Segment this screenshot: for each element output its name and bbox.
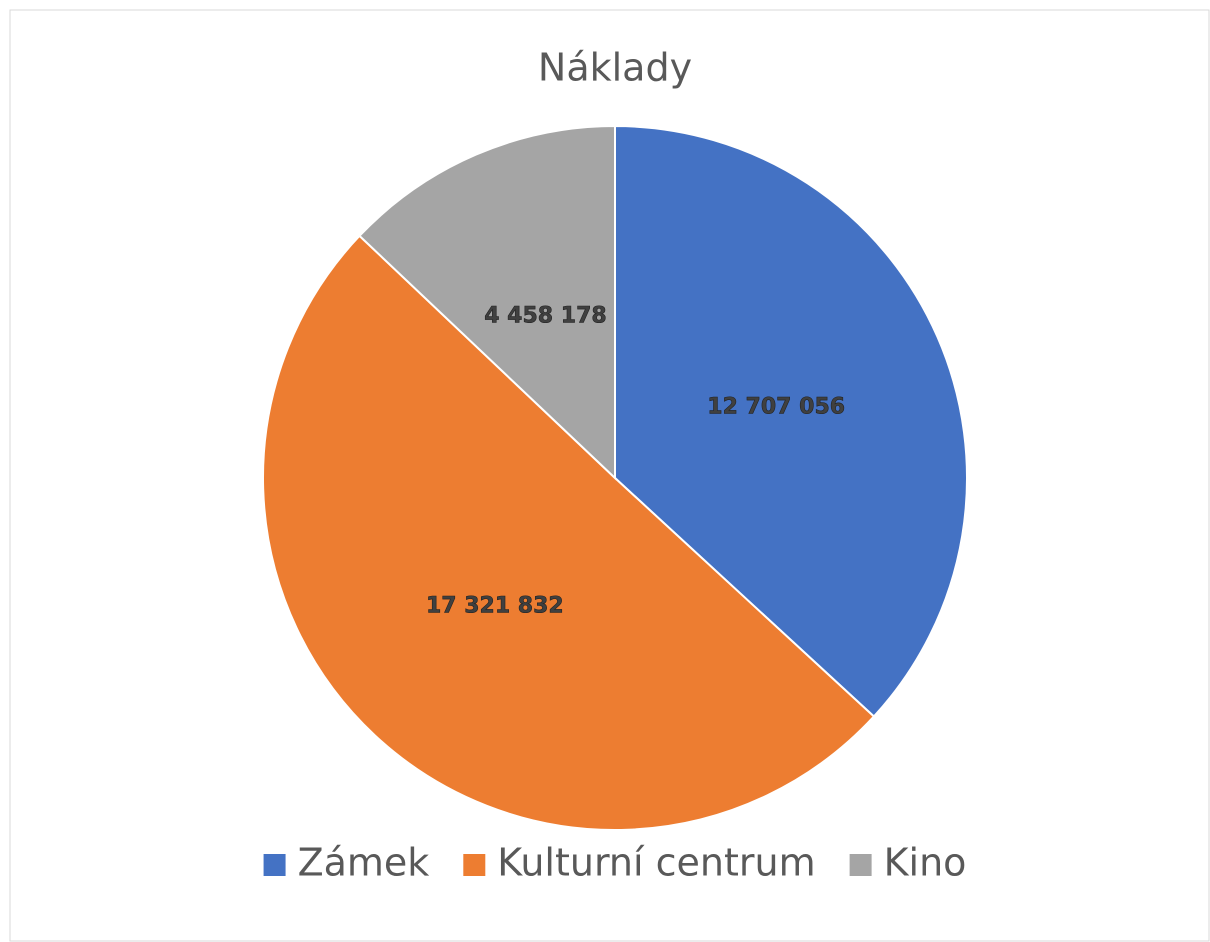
- chart-title: Náklady: [538, 46, 692, 90]
- legend-swatch: [263, 854, 286, 876]
- data-label: 12 707 056: [707, 394, 845, 419]
- pie-slice: [614, 124, 968, 718]
- legend-label: Kino: [884, 841, 967, 885]
- legend-swatch: [849, 854, 872, 876]
- data-label: 4 458 178: [484, 303, 606, 328]
- legend-label: Zámek: [298, 841, 430, 885]
- pie-slice: [262, 234, 876, 831]
- legend-swatch: [463, 854, 486, 876]
- legend-label: Kulturní centrum: [497, 841, 815, 885]
- data-label: 17 321 832: [426, 594, 564, 619]
- pie-slice: [358, 124, 616, 481]
